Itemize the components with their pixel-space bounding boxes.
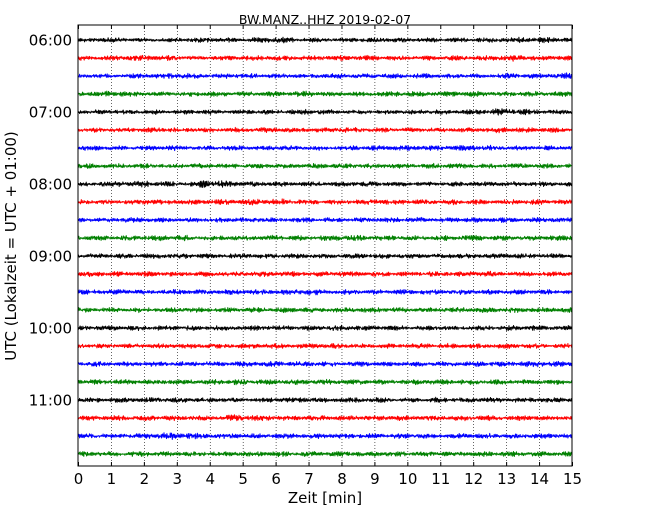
trace-0800 [77,180,573,188]
trace-1000 [77,324,573,332]
trace-1015 [77,342,573,349]
x-tick-label: 9 [370,470,380,488]
trace-1030 [77,360,573,368]
x-tick-label: 7 [304,470,314,488]
trace-0715 [77,126,573,134]
x-axis-tick-labels: 0 1 2 3 4 5 6 7 8 9 10 11 12 13 14 15 [74,470,582,488]
plot-background [78,25,572,466]
x-tick-label: 1 [107,470,117,488]
trace-0830 [77,216,573,223]
x-tick-label: 14 [530,470,549,488]
trace-0815 [77,198,573,206]
trace-0845 [77,234,573,242]
trace-0945 [77,307,573,314]
y-tick-label: 09:00 [29,248,72,266]
trace-0730 [77,144,573,152]
trace-1145 [77,451,573,458]
x-tick-label: 5 [238,470,248,488]
trace-0615 [77,54,573,62]
trace-1130 [77,432,573,440]
y-tick-label: 06:00 [29,32,72,50]
trace-1045 [77,378,573,386]
y-axis-label: UTC (Lokalzeit = UTC + 01:00) [2,131,20,361]
trace-0900 [77,253,573,259]
x-tick-label: 6 [271,470,281,488]
x-tick-label: 8 [337,470,347,488]
x-tick-label: 0 [74,470,84,488]
x-tick-label: 12 [464,470,483,488]
trace-0600 [77,36,573,44]
plot-frame [77,24,573,467]
x-tick-label: 4 [205,470,215,488]
trace-1100 [77,396,573,403]
trace-1115 [77,414,573,422]
y-tick-label: 07:00 [29,104,72,122]
x-tick-label: 3 [173,470,183,488]
y-tick-label: 11:00 [29,392,72,410]
y-tick-label: 10:00 [29,320,72,338]
x-tick-label: 2 [140,470,150,488]
trace-0630 [77,72,573,79]
axis-ticks [78,25,573,466]
x-axis-label: Zeit [min] [288,489,362,507]
x-tick-label: 10 [398,470,417,488]
plot-area [77,24,573,467]
chart-title: BW.MANZ..HHZ 2019-02-07 [239,12,411,27]
x-tick-label: 13 [497,470,516,488]
trace-0700 [77,108,573,116]
y-tick-label: 08:00 [29,176,72,194]
y-axis-tick-labels: 06:00 07:00 08:00 09:00 10:00 11:00 [29,32,72,410]
trace-0645 [77,90,573,98]
trace-0915 [77,270,573,278]
x-tick-label: 11 [431,470,450,488]
trace-0930 [77,289,573,296]
trace-0745 [77,162,573,169]
seismic-traces [77,36,573,458]
x-tick-label: 15 [563,470,582,488]
